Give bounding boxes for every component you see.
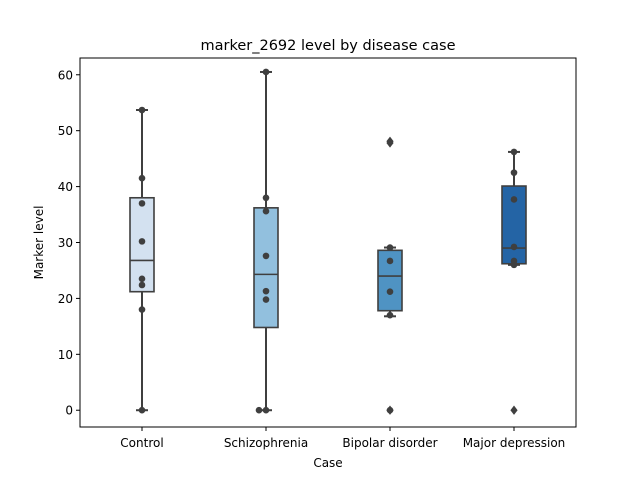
data-point bbox=[138, 174, 146, 182]
data-point bbox=[138, 275, 146, 283]
data-point bbox=[138, 306, 146, 313]
data-point bbox=[262, 207, 270, 215]
data-point bbox=[386, 406, 394, 414]
data-point bbox=[262, 68, 270, 76]
x-tick-label: Major depression bbox=[463, 436, 566, 450]
data-point bbox=[510, 261, 518, 269]
x-tick-label: Control bbox=[120, 436, 163, 450]
data-point bbox=[386, 244, 394, 251]
point-group bbox=[386, 244, 394, 414]
data-point bbox=[262, 252, 270, 260]
data-point bbox=[510, 169, 518, 176]
data-point bbox=[138, 106, 146, 114]
plot-content bbox=[129, 68, 527, 415]
y-tick-label: 40 bbox=[58, 180, 73, 194]
data-point bbox=[510, 243, 518, 251]
point-group bbox=[138, 106, 146, 414]
y-tick-label: 0 bbox=[65, 404, 73, 418]
data-point bbox=[262, 287, 270, 295]
y-tick-label: 20 bbox=[58, 292, 73, 306]
point-group bbox=[510, 148, 518, 269]
x-tick-label: Bipolar disorder bbox=[342, 436, 437, 450]
y-tick-label: 30 bbox=[58, 236, 73, 250]
data-point bbox=[262, 406, 270, 414]
y-axis-title: Marker level bbox=[32, 206, 46, 280]
outlier-marker bbox=[510, 405, 518, 415]
data-point bbox=[510, 148, 518, 156]
data-point bbox=[138, 406, 146, 414]
point-group bbox=[255, 68, 270, 414]
box-group bbox=[501, 150, 527, 415]
data-point bbox=[138, 238, 146, 245]
box-body bbox=[253, 207, 279, 329]
data-point bbox=[255, 406, 263, 414]
box-group bbox=[129, 108, 155, 412]
data-point bbox=[262, 194, 270, 202]
data-point bbox=[386, 257, 394, 265]
x-tick-label: Schizophrenia bbox=[224, 436, 308, 450]
data-point bbox=[386, 311, 394, 319]
data-point bbox=[138, 200, 146, 207]
y-axis: 0 10 20 30 40 50 60 bbox=[58, 68, 80, 418]
box-group bbox=[377, 136, 403, 415]
y-tick-label: 60 bbox=[58, 68, 73, 82]
data-point bbox=[262, 296, 270, 303]
box-group bbox=[253, 70, 279, 412]
chart-title: marker_2692 level by disease case bbox=[201, 38, 456, 54]
x-axis-title: Case bbox=[313, 456, 342, 470]
outlier-marker bbox=[386, 138, 394, 148]
data-point bbox=[138, 281, 146, 289]
y-tick-label: 10 bbox=[58, 348, 73, 362]
x-axis: Control Schizophrenia Bipolar disorder Majo… bbox=[120, 427, 565, 450]
data-point bbox=[510, 196, 518, 203]
data-point bbox=[386, 288, 394, 296]
y-tick-label: 50 bbox=[58, 124, 73, 138]
